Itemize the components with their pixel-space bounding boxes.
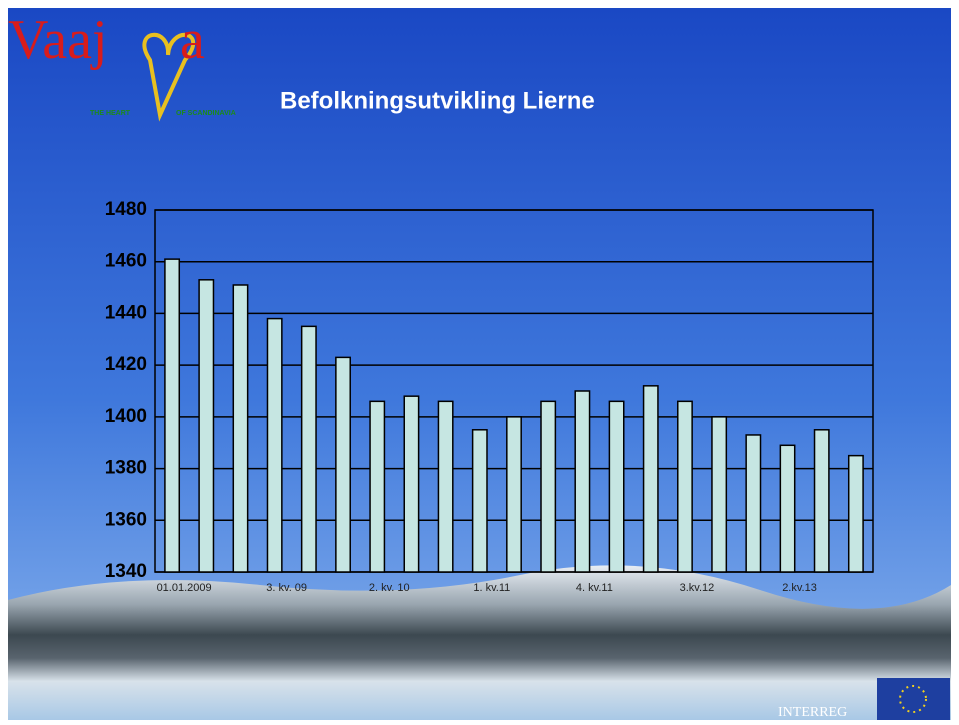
bar <box>608 400 625 573</box>
bar <box>335 356 351 573</box>
x-tick-label: 3. kv. 09 <box>266 582 307 594</box>
eu-stars <box>899 685 927 713</box>
bar <box>574 390 591 573</box>
bar <box>232 284 249 573</box>
bar <box>403 395 420 573</box>
logo-heart <box>142 32 196 122</box>
bar <box>779 444 796 573</box>
x-tick-label: 3.kv.12 <box>680 582 715 594</box>
y-tick-label: 1400 <box>105 406 147 427</box>
bar <box>266 317 283 573</box>
chart-title: Befolkningsutvikling Lierne <box>280 87 595 114</box>
y-tick-label: 1440 <box>105 302 147 323</box>
bar <box>471 429 488 573</box>
eu-flag <box>877 678 950 720</box>
partner-logo: INTERREG <box>778 705 847 720</box>
y-tick-label: 1460 <box>105 251 147 272</box>
logo-text: a <box>180 9 205 71</box>
logo-tagline: OF SCANDINAVIA <box>176 110 236 117</box>
bar <box>198 279 215 573</box>
x-tick-label: 1. kv.11 <box>473 582 510 594</box>
x-tick-label: 2.kv.13 <box>782 582 817 594</box>
logo-text: Vaaj <box>8 9 108 71</box>
bar <box>677 400 693 573</box>
logo-tagline: THE HEART <box>90 110 131 117</box>
y-tick-label: 1380 <box>105 458 147 479</box>
landscape <box>8 565 951 720</box>
bar <box>506 416 522 573</box>
bar <box>813 429 830 573</box>
y-tick-label: 1420 <box>105 354 147 375</box>
x-tick-label: 01.01.2009 <box>157 582 212 594</box>
x-tick-label: 2. kv. 10 <box>369 582 410 594</box>
y-tick-label: 1340 <box>105 561 147 582</box>
bar <box>711 416 728 573</box>
chart: 1340 1360 1380 1400 1420 1440 1460 1480 01.01.20… <box>105 199 874 594</box>
y-tick-label: 1360 <box>105 509 147 530</box>
bar <box>540 400 557 573</box>
y-tick-label: 1480 <box>105 199 147 220</box>
bar <box>745 434 762 573</box>
bar <box>437 400 454 573</box>
bar <box>164 258 181 573</box>
bar <box>847 454 864 573</box>
bar <box>642 385 659 573</box>
x-tick-label: 4. kv.11 <box>576 582 613 594</box>
bar <box>300 325 317 573</box>
bar <box>369 400 386 573</box>
